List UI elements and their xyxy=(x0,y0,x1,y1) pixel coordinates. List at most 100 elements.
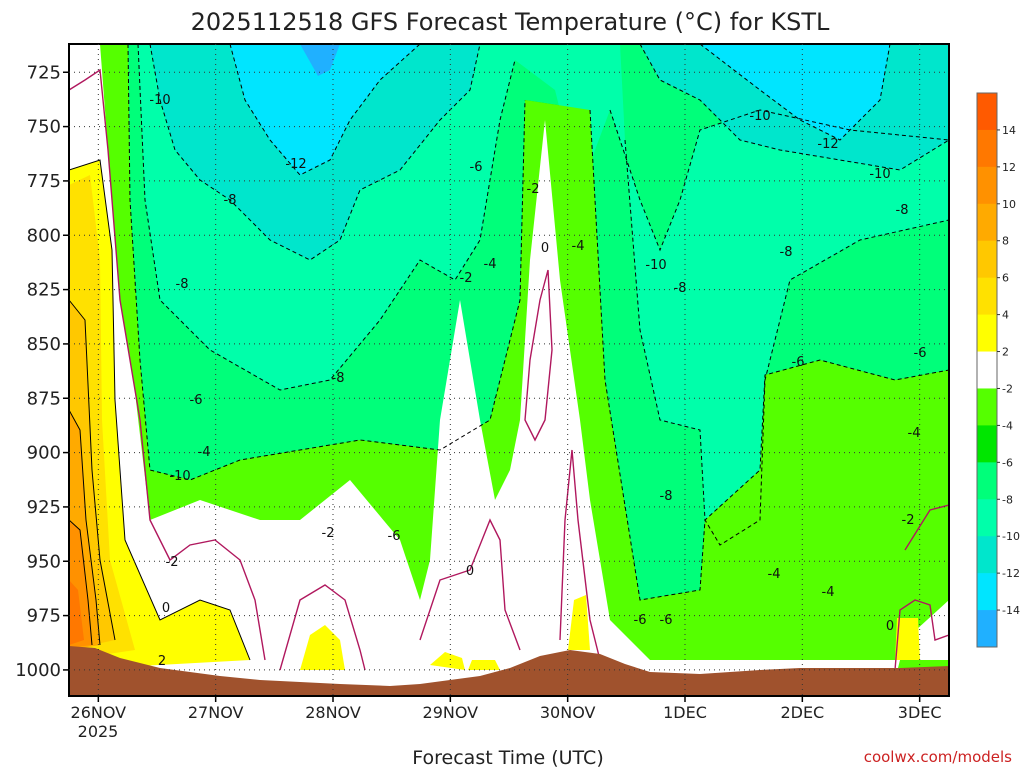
contour-label: -10 xyxy=(869,167,890,182)
colorbar: 14 12 10 8 6 4 2 -2 -4 -6 -8 -10 -12 -14 xyxy=(976,92,1020,648)
warm-pocket-3dec xyxy=(895,618,920,660)
colorbar-label: 14 xyxy=(1002,124,1016,137)
contour-label: -10 xyxy=(169,469,190,484)
colorbar-label: -4 xyxy=(1002,419,1013,432)
contour-label: -6 xyxy=(634,613,647,628)
contour-dashed-5 xyxy=(609,109,949,252)
contour-label: -6 xyxy=(470,160,483,175)
contour-label: -12 xyxy=(285,157,306,172)
contour-dashed-4 xyxy=(639,44,949,171)
warm-pocket-29nov xyxy=(430,652,465,670)
contour-solid-3 xyxy=(69,409,101,646)
contour-label: -2 xyxy=(460,271,473,286)
plot-area xyxy=(69,44,949,696)
contour-solid-2 xyxy=(69,299,116,641)
contour-dashed-7 xyxy=(624,139,949,546)
colorbar-swatch xyxy=(977,573,997,611)
contour-labels: -10-12-10-8-8-6-8-4-2020-6-2-4-20-2-4-6-… xyxy=(149,93,927,669)
colorbar-swatch xyxy=(977,314,997,353)
colorbar-swatch xyxy=(977,388,997,426)
colorbar-label: 2 xyxy=(1002,346,1009,359)
contour-label: -2 xyxy=(902,513,915,528)
colorbar-swatch xyxy=(977,166,997,205)
contour-label: -2 xyxy=(527,182,540,197)
x-tick-label: 3DEC xyxy=(898,703,942,722)
warm-pocket-30nov xyxy=(568,595,590,650)
contour-label: -2 xyxy=(166,555,179,570)
contour-label: -6 xyxy=(388,529,401,544)
x-tick-year: 2025 xyxy=(78,722,119,741)
band-2-to-4 xyxy=(69,160,250,670)
contour-solid-1 xyxy=(69,159,251,661)
contour-zero-6 xyxy=(894,599,949,671)
warm-pocket-29nov-b xyxy=(468,660,500,670)
x-tick-label: 26NOV xyxy=(71,703,127,722)
contour-label: 0 xyxy=(886,619,894,634)
contour-label: -4 xyxy=(768,567,781,582)
colorbar-label: -12 xyxy=(1002,567,1020,580)
contour-label: -6 xyxy=(914,346,927,361)
x-tick-label: 27NOV xyxy=(188,703,244,722)
colorbar-swatch xyxy=(977,277,997,316)
contour-label: -6 xyxy=(190,393,203,408)
contour-label: -4 xyxy=(908,426,921,441)
plot-frame xyxy=(68,43,950,697)
y-tick-label: 975 xyxy=(27,606,61,627)
colorbar-label: 4 xyxy=(1002,309,1009,322)
chart-title: 2025112518 GFS Forecast Temperature (°C)… xyxy=(191,8,830,36)
contour-dashed-9 xyxy=(699,44,891,141)
x-tick-label: 30NOV xyxy=(540,703,596,722)
contour-dashed-8 xyxy=(229,44,421,176)
contour-zero-7 xyxy=(904,504,949,551)
terrain-fill xyxy=(69,646,949,696)
band-minus-2-to-minus-4-upper xyxy=(100,44,150,470)
x-tick-label: 29NOV xyxy=(423,703,479,722)
warm-pocket-28nov xyxy=(300,625,345,670)
y-tick-label: 800 xyxy=(27,225,61,246)
colorbar-swatch xyxy=(977,536,997,574)
credit-link[interactable]: coolwx.com/models xyxy=(864,748,1012,766)
colorbar-label: 6 xyxy=(1002,272,1009,285)
contour-label: -8 xyxy=(780,245,793,260)
contour-label: -6 xyxy=(660,613,673,628)
contour-label: -10 xyxy=(149,93,170,108)
colorbar-label: -14 xyxy=(1002,604,1020,617)
colorbar-label: -10 xyxy=(1002,530,1020,543)
contour-label: -10 xyxy=(749,109,770,124)
contour-dashed-2 xyxy=(137,44,516,391)
contour-label: -10 xyxy=(645,258,666,273)
contour-dashed-1 xyxy=(149,44,481,261)
y-tick-label: 1000 xyxy=(15,660,61,681)
contour-label: -8 xyxy=(660,489,673,504)
contour-label: -6 xyxy=(792,355,805,370)
contour-label: -4 xyxy=(484,257,497,272)
contour-label: 0 xyxy=(162,601,170,616)
contour-label: 0 xyxy=(466,564,474,579)
band-12-to-14 xyxy=(69,580,84,645)
x-tick-label: 2DEC xyxy=(780,703,824,722)
colorbar-swatch xyxy=(977,203,997,242)
contour-label: -2 xyxy=(322,526,335,541)
contour-zero-5 xyxy=(559,449,601,661)
gridlines xyxy=(69,44,949,696)
y-tick-label: 850 xyxy=(27,334,61,355)
colorbar-label: -2 xyxy=(1002,382,1013,395)
colorbar-label: -6 xyxy=(1002,456,1013,469)
contour-label: -12 xyxy=(817,137,838,152)
colorbar-swatch xyxy=(977,610,997,648)
colorbar-swatch xyxy=(977,93,997,131)
band-minus-12-to-minus-14-right xyxy=(700,44,890,140)
colorbar-label: 8 xyxy=(1002,235,1009,248)
y-tick-label: 725 xyxy=(27,62,61,83)
y-tick-label: 925 xyxy=(27,497,61,518)
contour-zero-3 xyxy=(524,269,553,442)
colorbar-swatch xyxy=(977,499,997,537)
colorbar-swatch xyxy=(977,240,997,279)
colorbar-label: -8 xyxy=(1002,493,1013,506)
y-tick-label: 875 xyxy=(27,388,61,409)
contour-label: 0 xyxy=(541,241,549,256)
y-axis: 725 750 775 800 825 850 875 900 925 950 975 1000 xyxy=(15,62,69,681)
colorbar-frame xyxy=(976,92,998,648)
x-axis-title: Forecast Time (UTC) xyxy=(412,747,603,768)
y-tick-label: 900 xyxy=(27,443,61,464)
